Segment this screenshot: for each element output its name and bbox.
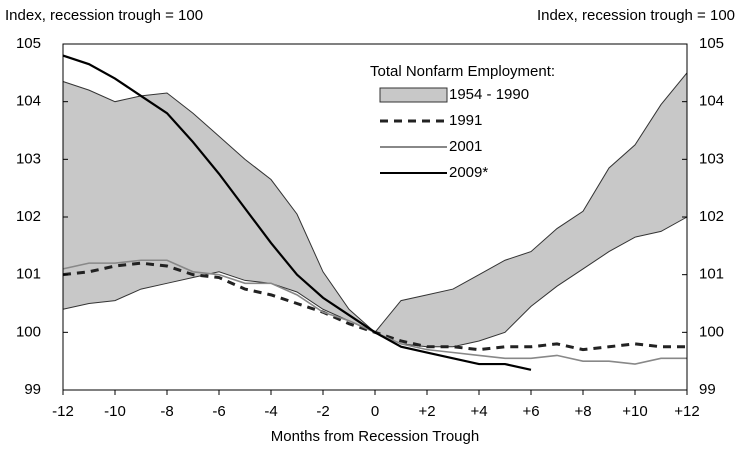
y2-tick-label: 104 bbox=[699, 93, 724, 110]
y2-tick-label: 105 bbox=[699, 35, 724, 52]
y-axis-label: Index, recession trough = 100 bbox=[5, 7, 203, 24]
x-tick-label: -12 bbox=[52, 403, 74, 420]
x-tick-label: +10 bbox=[622, 403, 647, 420]
x-tick-label: +8 bbox=[574, 403, 591, 420]
y-tick-label: 104 bbox=[16, 93, 41, 110]
x-tick-label: +6 bbox=[522, 403, 539, 420]
legend-label: 1991 bbox=[449, 112, 482, 129]
y-tick-label: 101 bbox=[16, 266, 41, 283]
y2-tick-label: 100 bbox=[699, 323, 724, 340]
band-area bbox=[63, 72, 687, 347]
x-tick-label: +2 bbox=[418, 403, 435, 420]
y-tick-label: 103 bbox=[16, 150, 41, 167]
y-tick-label: 105 bbox=[16, 35, 41, 52]
legend-label: 1954 - 1990 bbox=[449, 86, 529, 103]
y2-tick-label: 103 bbox=[699, 150, 724, 167]
x-tick-label: -10 bbox=[104, 403, 126, 420]
y2-axis-label: Index, recession trough = 100 bbox=[537, 7, 735, 24]
x-tick-label: -8 bbox=[160, 403, 173, 420]
y2-tick-label: 99 bbox=[699, 381, 716, 398]
legend-label: 2001 bbox=[449, 138, 482, 155]
x-tick-label: +12 bbox=[674, 403, 699, 420]
x-tick-label: -6 bbox=[212, 403, 225, 420]
legend-title: Total Nonfarm Employment: bbox=[370, 63, 555, 80]
legend-label: 2009* bbox=[449, 164, 488, 181]
x-tick-label: -2 bbox=[316, 403, 329, 420]
y2-tick-label: 101 bbox=[699, 266, 724, 283]
y2-tick-label: 102 bbox=[699, 208, 724, 225]
legend-swatch bbox=[379, 87, 448, 103]
x-tick-label: -4 bbox=[264, 403, 277, 420]
x-axis-label: Months from Recession Trough bbox=[271, 428, 479, 445]
y-tick-label: 102 bbox=[16, 208, 41, 225]
series-line bbox=[62, 54, 532, 371]
x-tick-label: +4 bbox=[470, 403, 487, 420]
y-tick-label: 99 bbox=[24, 381, 41, 398]
x-tick-label: 0 bbox=[371, 403, 379, 420]
y-tick-label: 100 bbox=[16, 323, 41, 340]
